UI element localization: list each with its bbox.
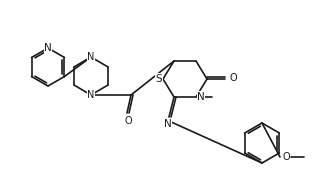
Text: S: S [156,74,162,84]
Text: O: O [124,116,132,126]
Text: N: N [44,43,52,53]
Text: N: N [87,52,95,62]
Text: N: N [164,119,172,129]
Text: O: O [229,73,237,83]
Text: N: N [87,90,95,100]
Text: O: O [282,152,290,162]
Text: N: N [197,92,205,102]
